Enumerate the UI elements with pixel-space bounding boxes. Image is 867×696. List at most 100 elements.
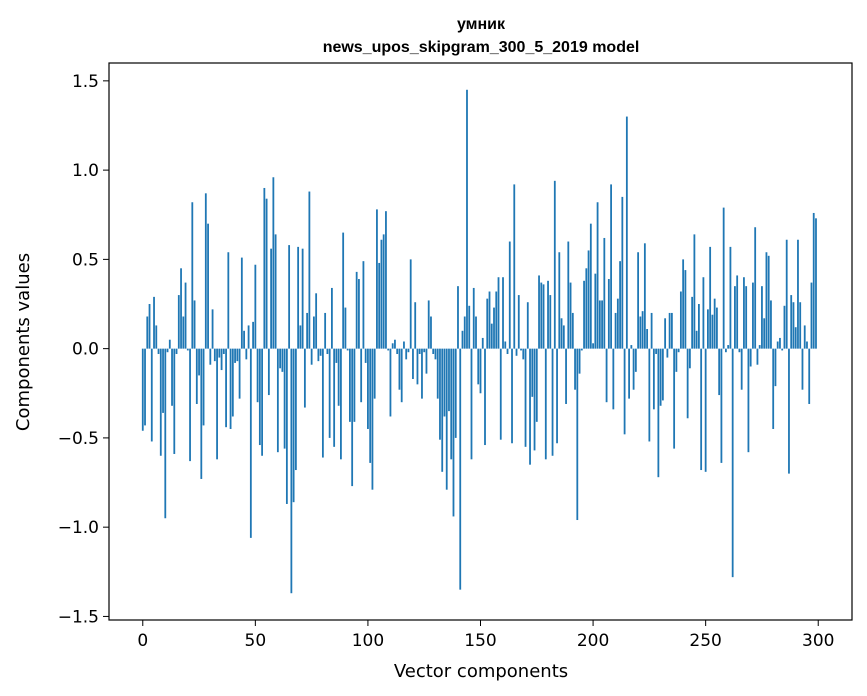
bar [711, 314, 714, 349]
bar [749, 348, 752, 367]
bar [367, 348, 369, 429]
bar [560, 318, 563, 349]
bar [686, 348, 689, 419]
bar [639, 316, 642, 349]
bar [448, 348, 450, 412]
y-tick-label: 0.0 [72, 340, 99, 360]
bar [511, 348, 513, 444]
bar [664, 318, 667, 349]
bar [594, 273, 597, 349]
x-tick-label: 250 [689, 631, 721, 651]
bar [344, 307, 347, 349]
bar [767, 255, 770, 349]
bar [394, 339, 396, 349]
bar [380, 239, 383, 349]
bar [362, 261, 365, 349]
bar [576, 348, 579, 521]
bar [781, 348, 784, 351]
bar [373, 348, 376, 399]
bar [430, 316, 432, 349]
bar [493, 307, 495, 349]
bar [580, 348, 583, 351]
y-tick-label: 1.5 [72, 72, 99, 92]
x-tick-label: 100 [352, 631, 384, 651]
bar [331, 287, 333, 349]
bar [155, 325, 158, 349]
bar [457, 286, 459, 349]
bar [252, 321, 254, 349]
bar [321, 348, 324, 458]
bar [625, 116, 628, 349]
bar [772, 348, 775, 429]
bar [740, 348, 743, 390]
bar [441, 348, 444, 472]
bar [720, 348, 723, 463]
bar [369, 348, 372, 463]
bar [317, 348, 320, 362]
bar [213, 348, 216, 362]
bar [180, 268, 182, 349]
bar [754, 227, 757, 349]
bar [153, 296, 155, 349]
bar [650, 312, 653, 349]
bar [657, 348, 660, 478]
bar [247, 325, 250, 349]
bar [499, 348, 502, 440]
bar [468, 305, 471, 349]
bar [734, 286, 736, 349]
bar [621, 196, 624, 349]
bar [675, 348, 678, 372]
bar [616, 298, 619, 349]
bar [799, 302, 802, 349]
bar [756, 348, 759, 365]
bar [495, 291, 498, 349]
bar [637, 252, 640, 349]
bar [333, 348, 336, 447]
bar [589, 223, 592, 349]
bar [792, 302, 795, 349]
chart-subtitle: news_upos_skipgram_300_5_2019 model [323, 39, 640, 56]
bar [159, 348, 162, 456]
bar [148, 304, 151, 349]
bar [146, 316, 149, 349]
bar [328, 348, 331, 438]
bar [389, 348, 392, 417]
bar [540, 282, 543, 349]
bar [722, 207, 725, 349]
bar [725, 348, 727, 353]
bar [189, 348, 191, 462]
bar [371, 348, 374, 490]
bar [175, 348, 178, 354]
bar [610, 184, 612, 349]
bar [360, 348, 363, 403]
bar [513, 184, 516, 349]
bar [450, 348, 453, 460]
bar [569, 282, 572, 349]
bar [195, 348, 198, 404]
bar [776, 341, 779, 349]
bar [661, 348, 664, 401]
bar [693, 234, 696, 349]
bar [698, 304, 700, 349]
bar [439, 348, 441, 440]
bar [227, 252, 230, 349]
bar [520, 348, 522, 351]
y-tick-label: −1.5 [58, 607, 99, 627]
bar [292, 348, 295, 503]
bar [718, 348, 721, 396]
bar [364, 348, 367, 363]
bar [484, 348, 486, 446]
bar [452, 348, 455, 517]
bar [632, 348, 635, 390]
bar [283, 348, 286, 449]
bar [574, 348, 576, 390]
bar [256, 348, 259, 403]
bar [790, 295, 793, 349]
bar [783, 305, 786, 349]
bar [562, 325, 565, 349]
bar [558, 252, 561, 349]
bar [229, 348, 232, 429]
bar [688, 348, 691, 369]
bar [234, 348, 236, 363]
